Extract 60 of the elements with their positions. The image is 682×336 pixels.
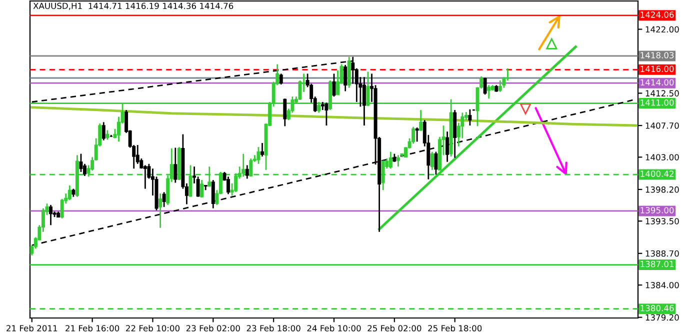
candlestick [245,164,249,180]
chart-title: XAUUSD,H1 1414.71 1416.19 1414.36 1414.76 [33,2,234,10]
candlestick [174,147,178,184]
x-tick-label: 21 Feb 2011 [6,324,58,332]
ref-line-label: 1400.42 [640,170,674,177]
y-tick-label: 1398.20 [646,186,679,193]
candlestick [283,98,287,127]
y-tick-label: 1393.50 [646,218,679,224]
y-tick-label: 1384.00 [646,282,679,288]
candlestick [260,142,264,158]
y-tick-label: 1407.70 [646,122,679,129]
candlestick [158,192,162,229]
candlestick [483,77,487,96]
y-tick-label: 1422.00 [646,26,679,33]
x-tick-label: 21 Feb 16:00 [66,324,120,332]
candlestick [446,130,450,163]
candlestick [79,153,83,173]
candlestick [279,72,283,86]
candlestick [226,176,230,195]
ref-line-label: 1424.06 [640,12,674,18]
ref-line-label: 1380.46 [640,304,674,312]
candlestick [136,144,140,165]
candlestick [434,151,438,176]
candlestick [68,184,72,201]
candlestick [412,126,416,144]
y-tick-label: 1379.20 [646,314,679,321]
ref-line-label: 1418.03 [640,52,674,58]
candlestick [256,146,260,165]
line-series [30,106,638,127]
x-tick-label: 25 Feb 02:00 [368,324,422,332]
candlestick [415,126,419,142]
candlestick [49,204,53,226]
candlestick [106,130,110,140]
x-tick-label: 25 Feb 18:00 [428,324,482,332]
candlestick [362,76,366,126]
x-tick-label: 23 Feb 18:00 [246,324,300,332]
x-tick-label: 22 Feb 10:00 [126,324,180,332]
candlestick [419,109,423,132]
candlestick [468,108,472,126]
candlestick [388,151,392,170]
candlestick [102,121,106,142]
candlestick [396,154,400,168]
y-tick-label: 1403.00 [646,154,679,160]
y-tick-label: 1388.70 [646,250,679,257]
candlestick [162,191,166,208]
y-tick-label: 1412.50 [646,90,679,96]
ref-line-label: 1411.00 [640,99,674,106]
ref-line-label: 1395.00 [640,207,674,214]
ref-line-label: 1387.01 [640,260,674,268]
candlestick [344,64,348,92]
candlestick [498,80,502,93]
ref-line-label: 1414.00 [640,79,674,86]
ref-line-label: 1416.00 [640,66,674,72]
candlestick [211,179,215,209]
candlestick [200,179,204,198]
candlestick [430,151,434,171]
x-tick-label: 23 Feb 02:00 [186,324,240,332]
x-tick-label: 24 Feb 10:00 [307,324,361,332]
candlestick [324,102,328,126]
candlestick [487,84,491,100]
